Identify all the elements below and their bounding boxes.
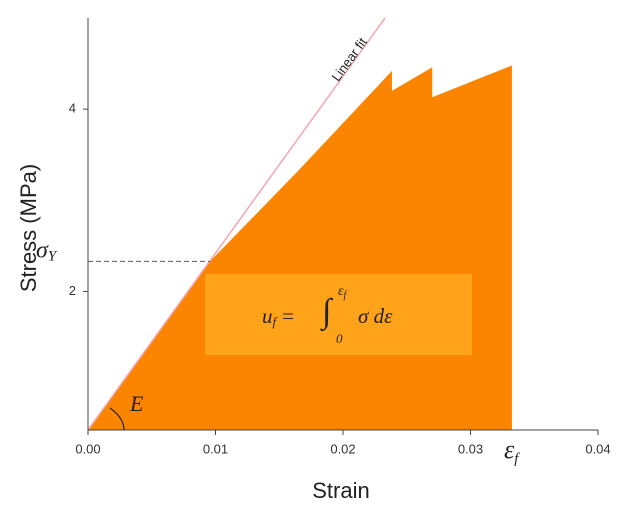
failure-symbol: ε (504, 435, 515, 464)
formula: uf = (262, 304, 294, 329)
formula-upper: εf (338, 284, 348, 301)
formula-box (205, 274, 472, 355)
formula-eq: = (282, 304, 294, 328)
formula-body: σ dε (358, 304, 393, 328)
formula-lower: 0 (336, 331, 343, 346)
yield-sub: Y (48, 249, 58, 265)
yield-label: σY (36, 237, 58, 265)
x-tick-label: 0.00 (75, 441, 100, 456)
formula-upper-symbol: ε (338, 284, 344, 299)
x-axis-label: Strain (312, 478, 369, 503)
stress-area (88, 65, 512, 431)
formula-integral: ∫ (320, 293, 334, 332)
linear-fit (87, 17, 386, 431)
modulus-arc (109, 407, 125, 431)
x-tick-label: 0.04 (585, 441, 610, 456)
failure-label: εf (504, 435, 520, 467)
formula-lhs: u (262, 304, 273, 328)
x-tick-label: 0.03 (458, 441, 483, 456)
failure-sub: f (514, 451, 520, 467)
yield-symbol: σ (36, 237, 49, 263)
linear-fit-label: Linear fit (329, 34, 371, 84)
x-tick-label: 0.01 (203, 441, 228, 456)
formula-upper-sub: f (344, 290, 348, 301)
y-axis-label: Stress (MPa) (16, 164, 41, 292)
y-tick-label: 2 (69, 283, 76, 298)
modulus-label: E (129, 391, 144, 416)
x-tick-label: 0.02 (330, 441, 355, 456)
formula-lhs-sub: f (273, 314, 279, 329)
y-tick-label: 4 (69, 101, 76, 116)
